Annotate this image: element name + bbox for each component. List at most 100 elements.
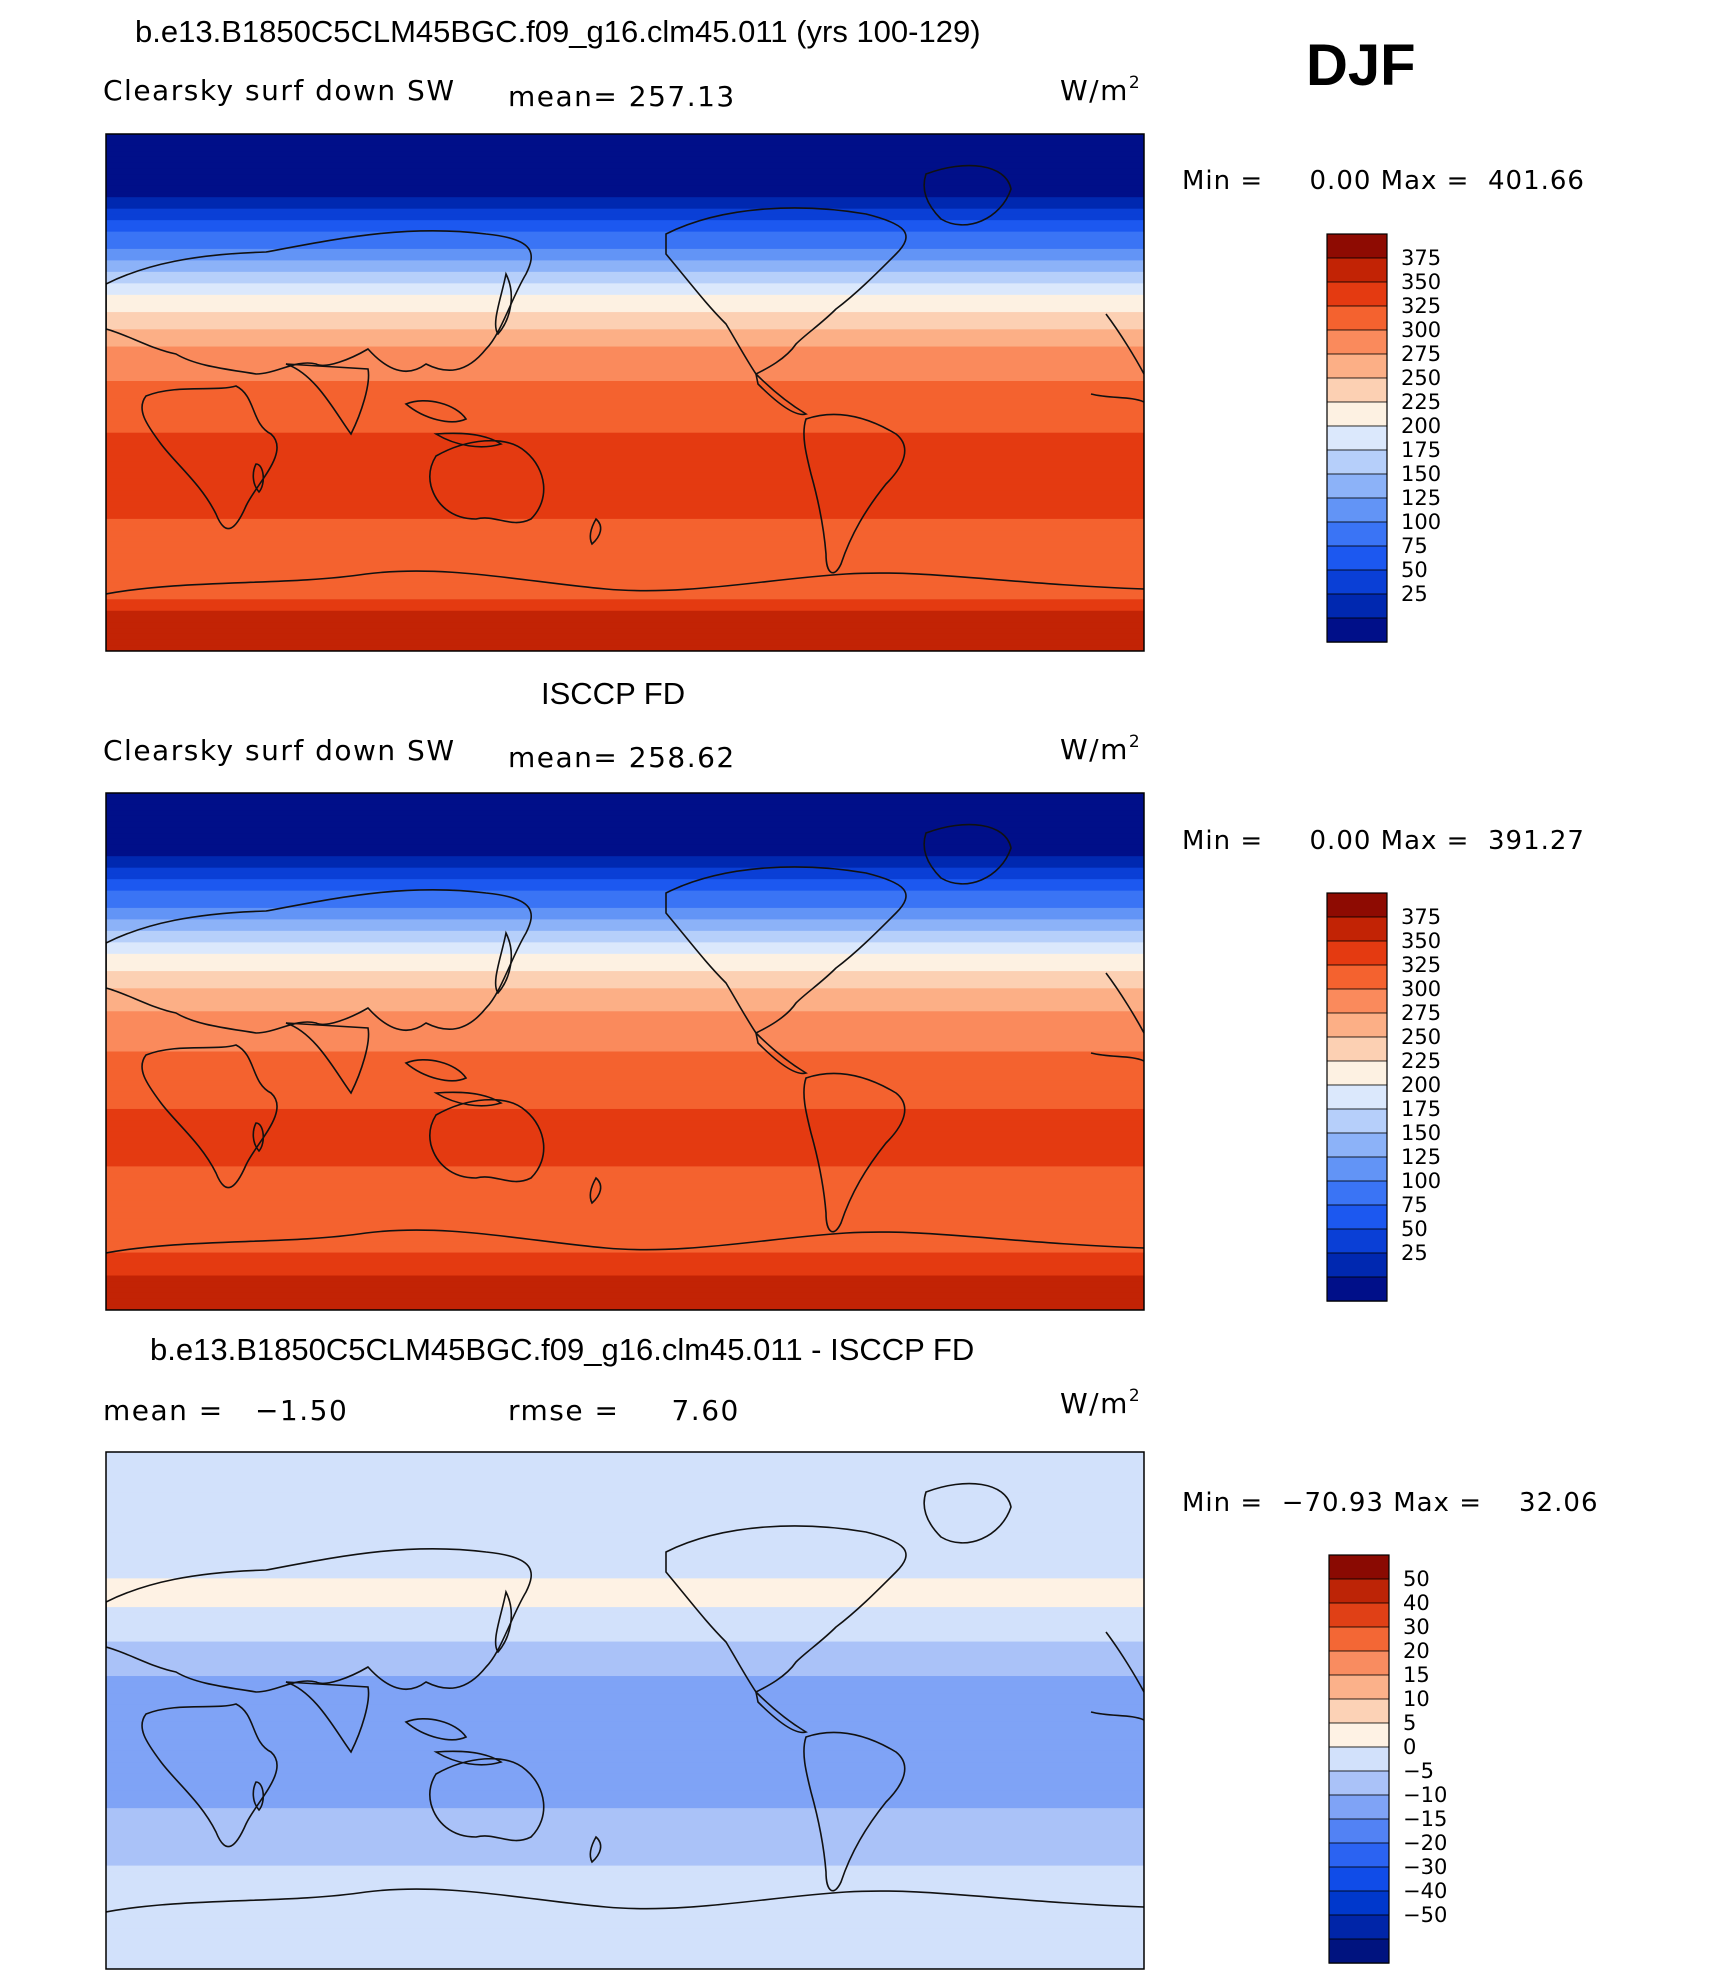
lat-band — [106, 1670, 1144, 1677]
panel1-minmax: Min = 0.00 Max = 401.66 — [1182, 166, 1585, 196]
panel1-units: W/m2 — [1060, 72, 1142, 107]
lat-band — [106, 1630, 1144, 1637]
colorbar-box — [1328, 1842, 1390, 1868]
colorbar-box — [1328, 1602, 1390, 1628]
colorbar-box — [1328, 1626, 1390, 1652]
colorbar-label: 375 — [1401, 905, 1441, 929]
panel1-mean-label: mean= 257.13 — [508, 80, 736, 113]
panel2-title: ISCCP FD — [541, 676, 686, 711]
lat-band — [106, 1762, 1144, 1769]
colorbar-box — [1326, 1276, 1388, 1302]
lat-band — [106, 467, 1144, 474]
lat-band — [106, 346, 1144, 353]
lat-band — [106, 179, 1144, 187]
lat-band — [106, 1120, 1144, 1127]
lat-band — [106, 202, 1144, 210]
colorbar-label: −10 — [1403, 1783, 1447, 1807]
lat-band — [106, 930, 1144, 938]
colorbar-box — [1326, 425, 1388, 451]
lat-band — [106, 610, 1144, 618]
colorbar-label: 225 — [1401, 390, 1441, 414]
map-frame — [105, 133, 1145, 652]
lat-band — [106, 907, 1144, 915]
lat-band — [106, 1183, 1144, 1190]
lat-band — [106, 1687, 1144, 1694]
lat-band — [106, 833, 1144, 840]
lat-band — [106, 1034, 1144, 1041]
lat-band — [106, 1080, 1144, 1087]
lat-band — [106, 1681, 1144, 1689]
lat-band — [106, 237, 1144, 244]
panel3-title: b.e13.B1850C5CLM45BGC.f09_g16.clm45.011 … — [150, 1332, 975, 1367]
lat-band — [106, 145, 1144, 152]
lat-band — [106, 1189, 1144, 1196]
lat-band — [106, 1653, 1144, 1660]
colorbar-box — [1326, 593, 1388, 619]
lat-band — [106, 925, 1144, 932]
lat-band — [106, 804, 1144, 811]
lat-band — [106, 1062, 1144, 1070]
lat-band — [106, 403, 1144, 411]
colorbar-box — [1326, 1180, 1388, 1206]
lat-band — [106, 1281, 1144, 1288]
colorbar-box — [1328, 1698, 1390, 1724]
colorbar-box — [1326, 449, 1388, 475]
lat-band — [106, 398, 1144, 405]
lat-band — [106, 919, 1144, 926]
colorbar-label: −5 — [1403, 1759, 1434, 1783]
lat-band — [106, 1589, 1144, 1597]
colorbar-label: 275 — [1401, 342, 1441, 366]
lat-band — [106, 1085, 1144, 1093]
lat-band — [106, 1549, 1144, 1556]
colorbar-box — [1328, 1722, 1390, 1748]
lat-band — [106, 1480, 1144, 1488]
lat-band — [106, 994, 1144, 1001]
lat-band — [106, 1578, 1144, 1585]
lat-band — [106, 798, 1144, 806]
colorbar-frame — [1328, 1554, 1390, 1964]
colorbar-label: 150 — [1401, 462, 1441, 486]
colorbar-box — [1326, 521, 1388, 547]
colorbar-box — [1326, 353, 1388, 379]
lat-band — [106, 174, 1144, 181]
lat-band — [106, 1166, 1144, 1173]
lat-band — [106, 214, 1144, 221]
lat-band — [106, 948, 1144, 955]
lat-band — [106, 553, 1144, 560]
lat-band — [106, 1635, 1144, 1643]
lat-band — [106, 1304, 1144, 1310]
lat-band — [106, 576, 1144, 583]
colorbar-label: 50 — [1401, 1217, 1428, 1241]
lat-band — [106, 1287, 1144, 1294]
lat-band — [106, 1842, 1144, 1849]
colorbar-label: 125 — [1401, 1145, 1441, 1169]
lat-band — [106, 821, 1144, 829]
panel3-minmax: Min = −70.93 Max = 32.06 — [1182, 1488, 1599, 1518]
lat-band — [106, 1463, 1144, 1470]
lat-band — [106, 1618, 1144, 1625]
colorbar-box — [1326, 497, 1388, 523]
lat-band — [106, 518, 1144, 526]
lat-band — [106, 1802, 1144, 1809]
lat-band — [106, 1854, 1144, 1861]
colorbar-label: 20 — [1403, 1639, 1430, 1663]
lat-band — [106, 208, 1144, 216]
lat-band — [106, 478, 1144, 486]
colorbar-box — [1326, 1084, 1388, 1110]
colorbar-label: 125 — [1401, 486, 1441, 510]
lat-band — [106, 1177, 1144, 1185]
colorbar-box — [1328, 1674, 1390, 1700]
panel2-mean-label: mean= 258.62 — [508, 741, 736, 774]
lat-band — [106, 559, 1144, 566]
lat-band — [106, 1538, 1144, 1545]
lat-band — [106, 896, 1144, 903]
lat-band — [106, 645, 1144, 651]
colorbar-label: −30 — [1403, 1855, 1447, 1879]
lat-band — [106, 243, 1144, 250]
colorbar-box — [1326, 1132, 1388, 1158]
colorbar-label: 150 — [1401, 1121, 1441, 1145]
colorbar-label: 0 — [1403, 1735, 1416, 1759]
lat-band — [106, 248, 1144, 256]
lat-band — [106, 335, 1144, 342]
